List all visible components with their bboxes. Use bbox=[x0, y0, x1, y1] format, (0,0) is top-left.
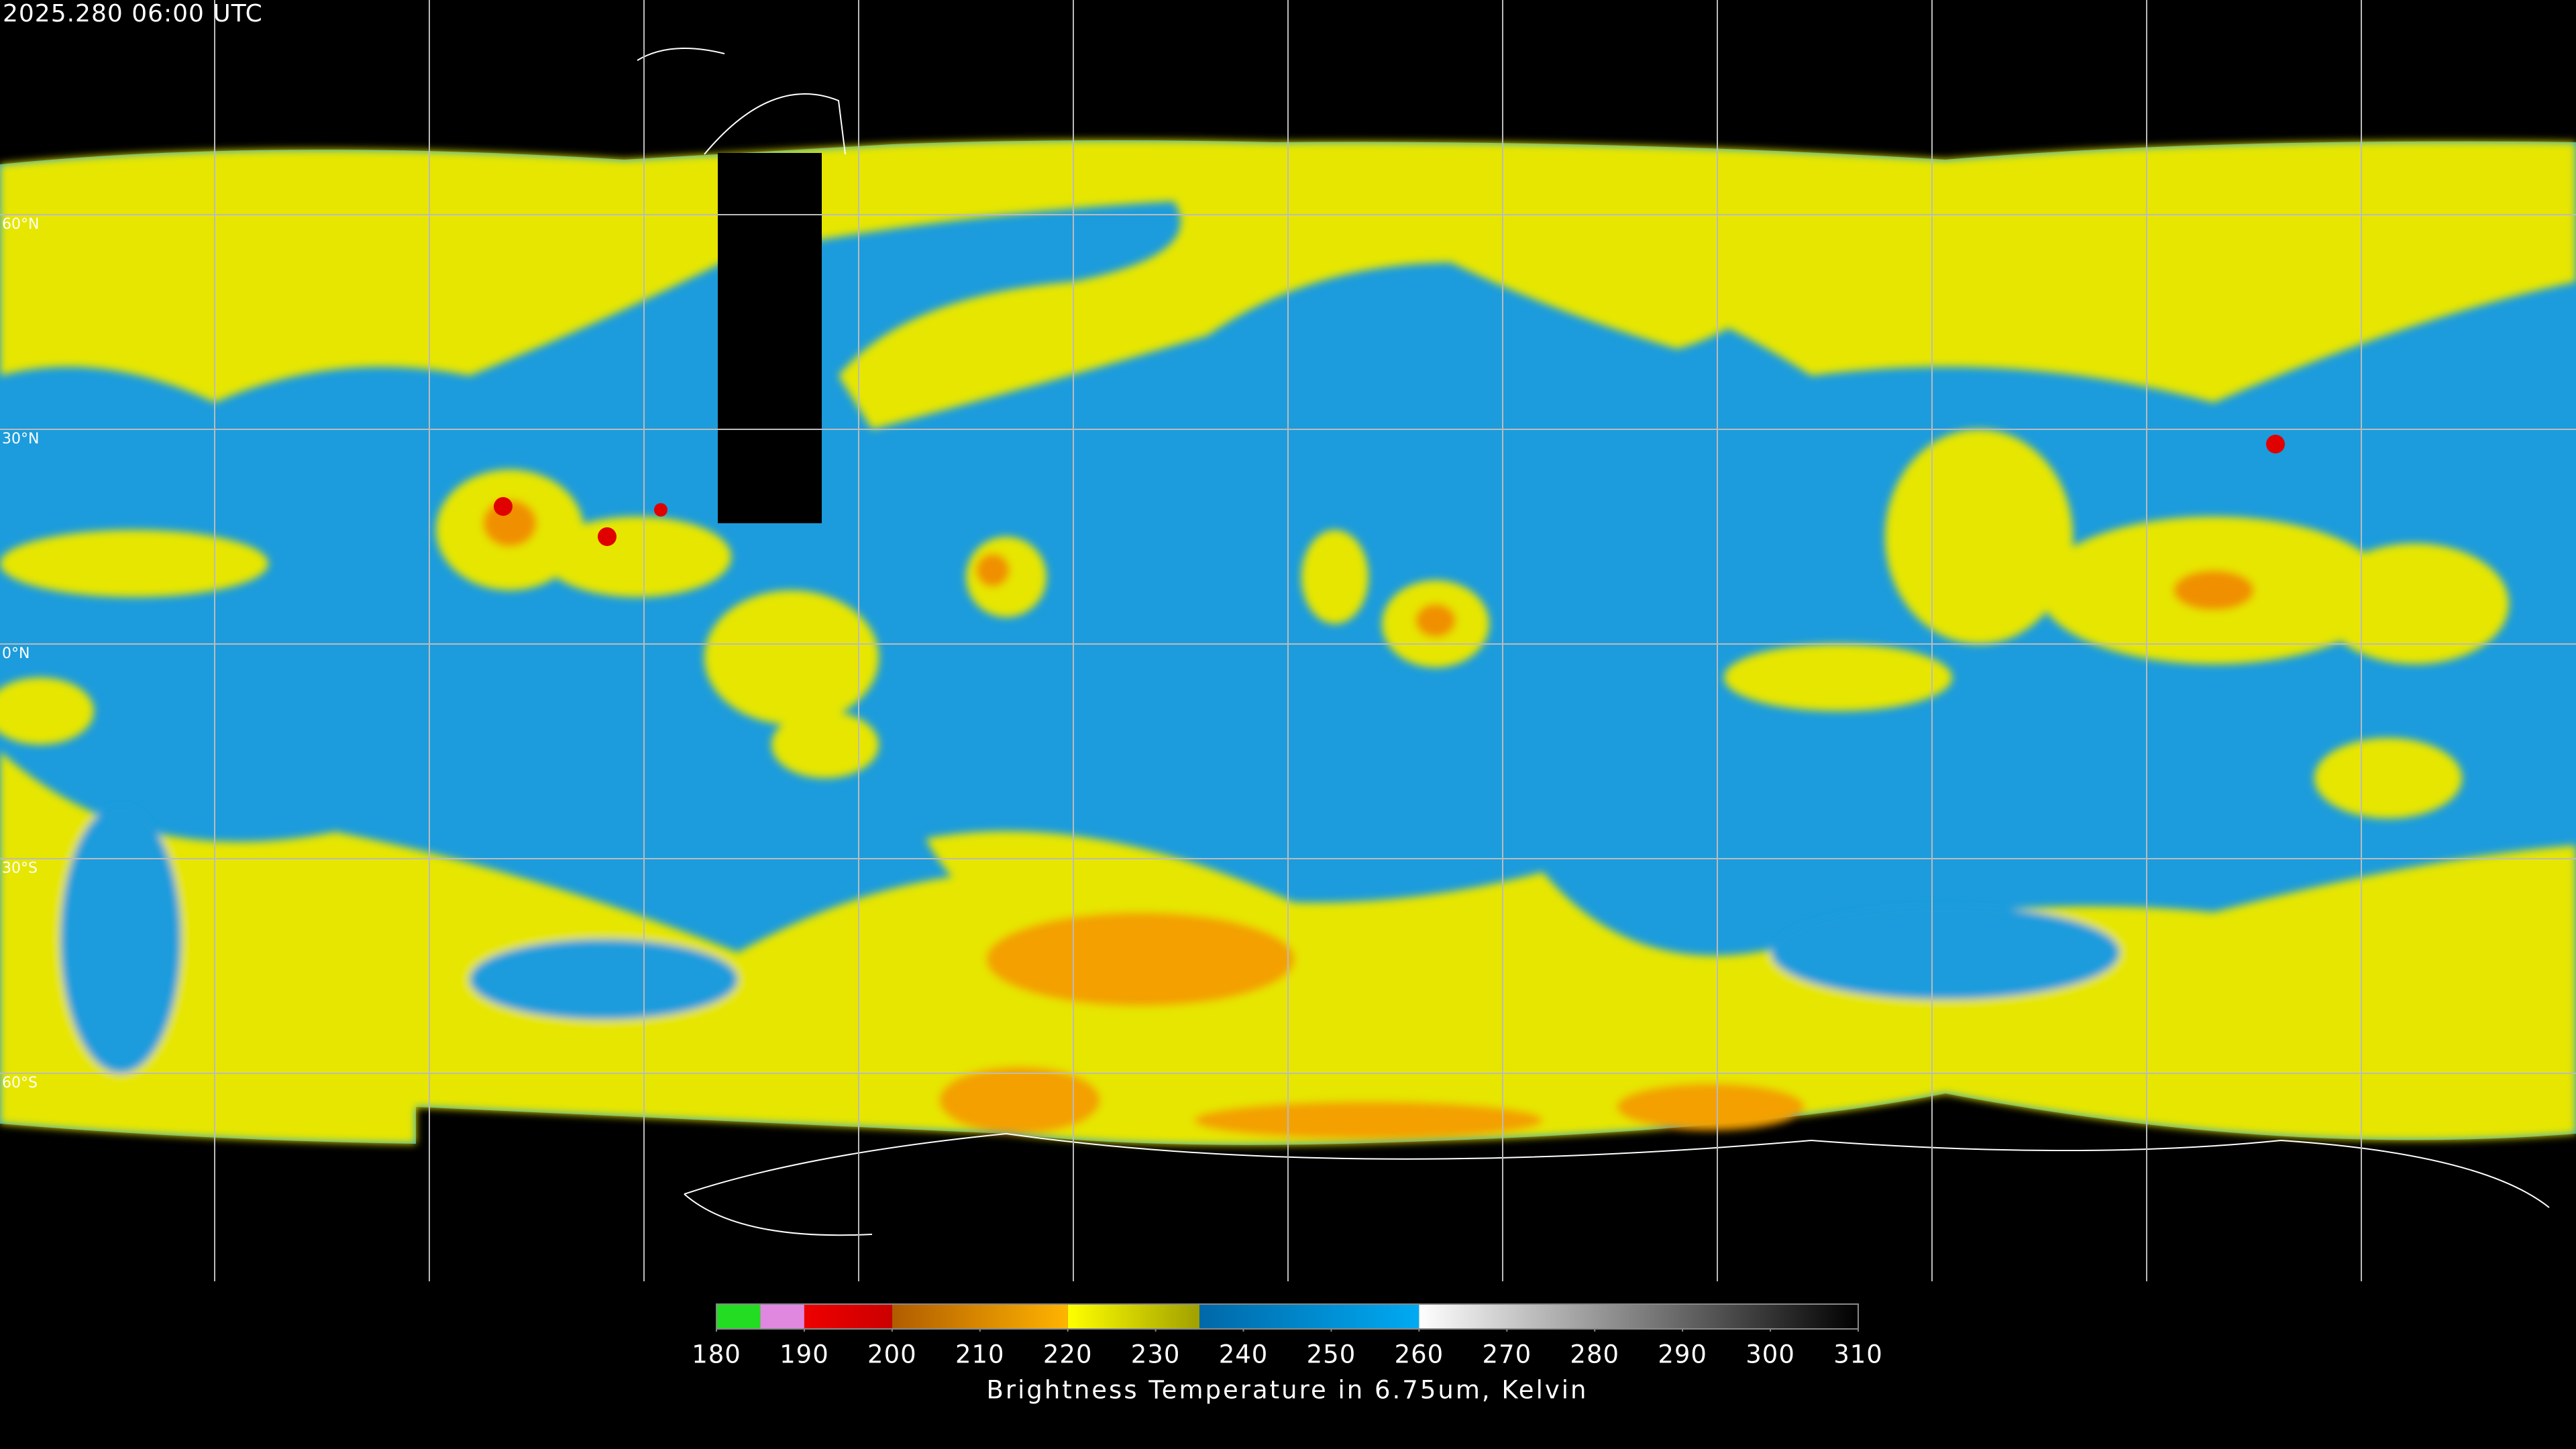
convection bbox=[1724, 644, 1952, 711]
colorbar-segment bbox=[804, 1304, 892, 1329]
colorbar-segment bbox=[760, 1304, 804, 1329]
latitude-label: 0°N bbox=[2, 645, 30, 662]
convection bbox=[704, 590, 879, 724]
convection bbox=[543, 517, 731, 597]
colorbar-tick-label: 300 bbox=[1746, 1340, 1795, 1369]
colorbar-tick-label: 180 bbox=[692, 1340, 741, 1369]
colorbar-segment bbox=[1419, 1304, 1858, 1329]
colorbar-tick-label: 220 bbox=[1043, 1340, 1093, 1369]
convection bbox=[771, 711, 879, 778]
colorbar-tick-label: 240 bbox=[1219, 1340, 1269, 1369]
south-dry-patch bbox=[60, 805, 181, 1073]
colorbar-segment bbox=[716, 1304, 761, 1329]
convection bbox=[1301, 530, 1368, 624]
latitude-label: 30°S bbox=[2, 860, 38, 877]
cold-cloud bbox=[1194, 1102, 1543, 1139]
no-data-notch bbox=[718, 153, 822, 523]
colorbar-segment bbox=[1067, 1304, 1200, 1329]
convection-core bbox=[976, 553, 1010, 587]
latitude-label: 60°N bbox=[2, 216, 39, 233]
cold-cloud bbox=[986, 912, 1295, 1006]
south-dry-patch bbox=[1771, 906, 2120, 1000]
convection bbox=[0, 678, 94, 745]
colorbar-frame bbox=[716, 1303, 1859, 1330]
latitude-labels: 60°N 30°N 0°N 30°S 60°S bbox=[2, 216, 39, 1091]
south-dry-patch bbox=[470, 939, 738, 1020]
convection-core bbox=[1415, 604, 1456, 637]
convection bbox=[1885, 429, 2073, 644]
colorbar-segment bbox=[892, 1304, 1068, 1329]
storm-core bbox=[598, 527, 616, 546]
latitude-label: 60°S bbox=[2, 1075, 38, 1091]
convection bbox=[2314, 738, 2462, 818]
coastline bbox=[637, 48, 2550, 1236]
north-moist-band bbox=[1342, 191, 1811, 349]
colorbar-tick-label: 310 bbox=[1833, 1340, 1883, 1369]
colorbar-tick-label: 280 bbox=[1570, 1340, 1619, 1369]
colorbar-tick-label: 210 bbox=[955, 1340, 1005, 1369]
storm-core bbox=[494, 497, 513, 516]
convection-core bbox=[2174, 570, 2254, 610]
colorbar-tick-label: 230 bbox=[1131, 1340, 1181, 1369]
colorbar-title: Brightness Temperature in 6.75um, Kelvin bbox=[987, 1376, 1589, 1405]
cold-cloud bbox=[939, 1067, 1100, 1134]
storm-core bbox=[2266, 435, 2285, 453]
colorbar-tick-label: 250 bbox=[1307, 1340, 1356, 1369]
latitude-label: 30°N bbox=[2, 431, 39, 447]
colorbar-segment bbox=[1199, 1304, 1419, 1329]
storm-core bbox=[654, 503, 667, 517]
colorbar: 180 190 200 210 220 230 240 250 260 270 280 290 300 3… bbox=[692, 1303, 1883, 1369]
colorbar-tick-label: 290 bbox=[1658, 1340, 1707, 1369]
convection bbox=[2321, 543, 2509, 664]
cold-cloud bbox=[1617, 1083, 1805, 1130]
colorbar-tick-label: 200 bbox=[867, 1340, 917, 1369]
colorbar-tick-label: 190 bbox=[780, 1340, 829, 1369]
colorbar-tick-label: 260 bbox=[1395, 1340, 1444, 1369]
convection bbox=[0, 530, 268, 597]
timestamp: 2025.280 06:00 UTC bbox=[3, 0, 263, 28]
colorbar-tick-label: 270 bbox=[1482, 1340, 1532, 1369]
graticule bbox=[0, 0, 2576, 1281]
